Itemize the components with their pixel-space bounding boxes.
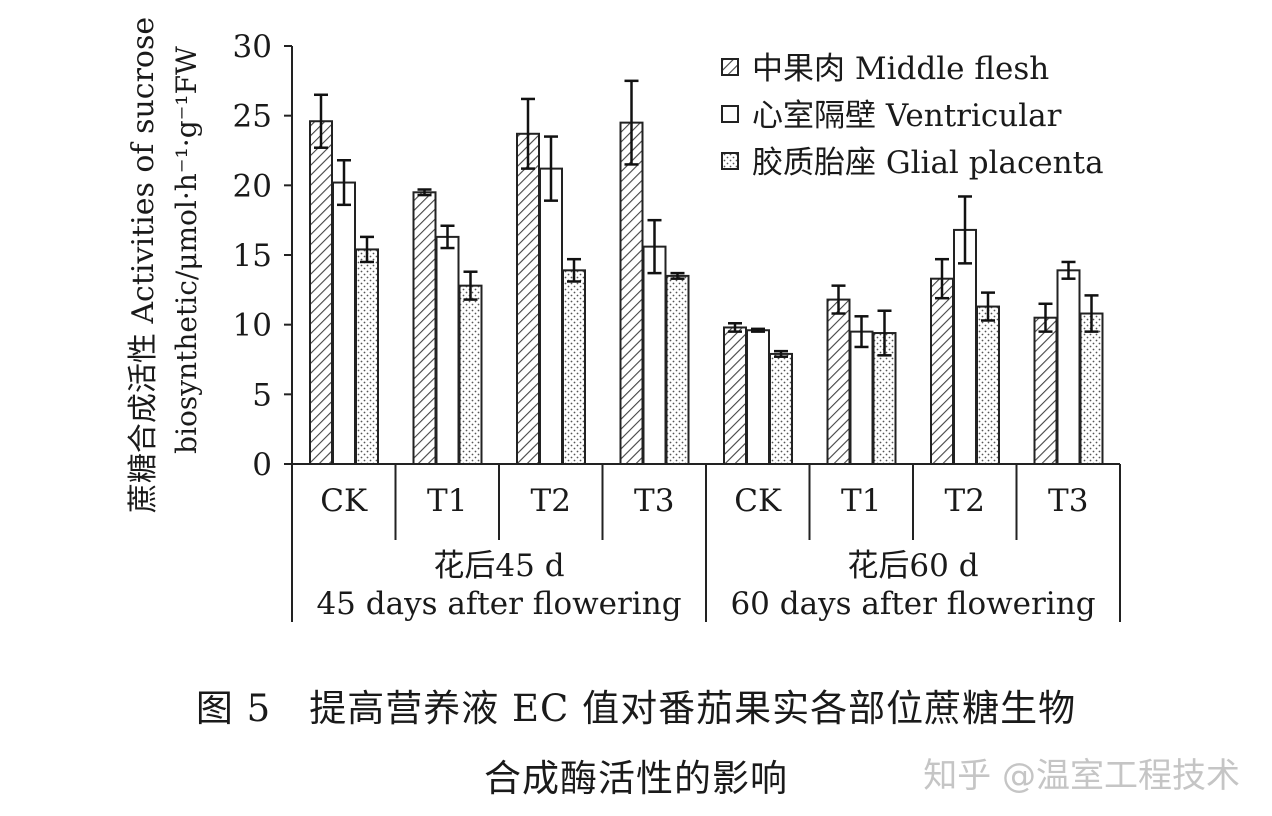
- legend-swatch: [721, 58, 739, 76]
- bar: [516, 132, 540, 465]
- group-label-en: 60 days after flowering: [730, 586, 1095, 622]
- bar: [1033, 316, 1058, 466]
- bar: [746, 329, 770, 465]
- y-tick-label: 10: [233, 308, 272, 344]
- x-tick-label: T3: [1048, 483, 1088, 519]
- watermark-text: 知乎 @温室工程技术: [923, 756, 1240, 796]
- figure-caption-line1: 图 5 提高营养液 EC 值对番茄果实各部位蔗糖生物: [195, 687, 1077, 730]
- y-axis-label-line1: 蔗糖合成活性 Activities of sucrose: [126, 17, 161, 513]
- bar: [769, 352, 793, 465]
- x-tick-label: T3: [634, 483, 674, 519]
- bar: [826, 298, 851, 465]
- bar: [849, 330, 874, 465]
- bar: [723, 326, 747, 465]
- bar: [458, 284, 483, 465]
- x-tick-label: T1: [427, 483, 467, 519]
- bar: [619, 121, 644, 465]
- y-tick-label: 15: [233, 238, 272, 274]
- y-tick-label: 20: [233, 168, 272, 204]
- bar: [332, 181, 356, 465]
- y-tick-label: 5: [252, 377, 272, 413]
- bar: [539, 167, 563, 465]
- x-tick-label: CK: [734, 483, 782, 519]
- y-tick-label: 0: [252, 447, 272, 483]
- bar: [412, 191, 437, 466]
- figure-caption-line2: 合成酶活性的影响: [484, 757, 788, 800]
- x-tick-label: CK: [320, 483, 368, 519]
- x-tick-label: T1: [841, 483, 881, 519]
- bar: [309, 120, 333, 466]
- bar: [1079, 312, 1104, 465]
- legend-swatch: [721, 105, 739, 123]
- group-label-cn: 花后45 d: [433, 548, 564, 584]
- bar: [1056, 269, 1081, 465]
- bar: [562, 269, 586, 465]
- bar: [976, 305, 1000, 466]
- bar-chart: 0 5 10 15 20 25 30 CK T1 T2 T3 CK T1 T2 T3 花后45 d45 day…: [126, 17, 1121, 622]
- bar: [435, 235, 460, 465]
- group-label-cn: 花后60 d: [847, 548, 978, 584]
- legend-label: 胶质胎座 Glial placenta: [752, 145, 1104, 181]
- x-tick-label: T2: [945, 483, 985, 519]
- y-axis-label-line2: biosynthetic/μmol·h⁻¹·g⁻¹FW: [170, 46, 203, 454]
- legend-label: 心室隔壁 Ventricular: [752, 98, 1062, 134]
- bar: [642, 245, 667, 465]
- x-tick-label: T2: [531, 483, 571, 519]
- legend-swatch: [721, 152, 739, 170]
- group-label-en: 45 days after flowering: [316, 586, 681, 622]
- bar: [355, 248, 379, 465]
- bar: [930, 277, 954, 466]
- bar: [953, 228, 977, 465]
- legend-label: 中果肉 Middle flesh: [752, 51, 1049, 87]
- y-tick-label: 25: [233, 99, 272, 135]
- y-tick-label: 30: [233, 29, 272, 65]
- bar: [665, 274, 690, 465]
